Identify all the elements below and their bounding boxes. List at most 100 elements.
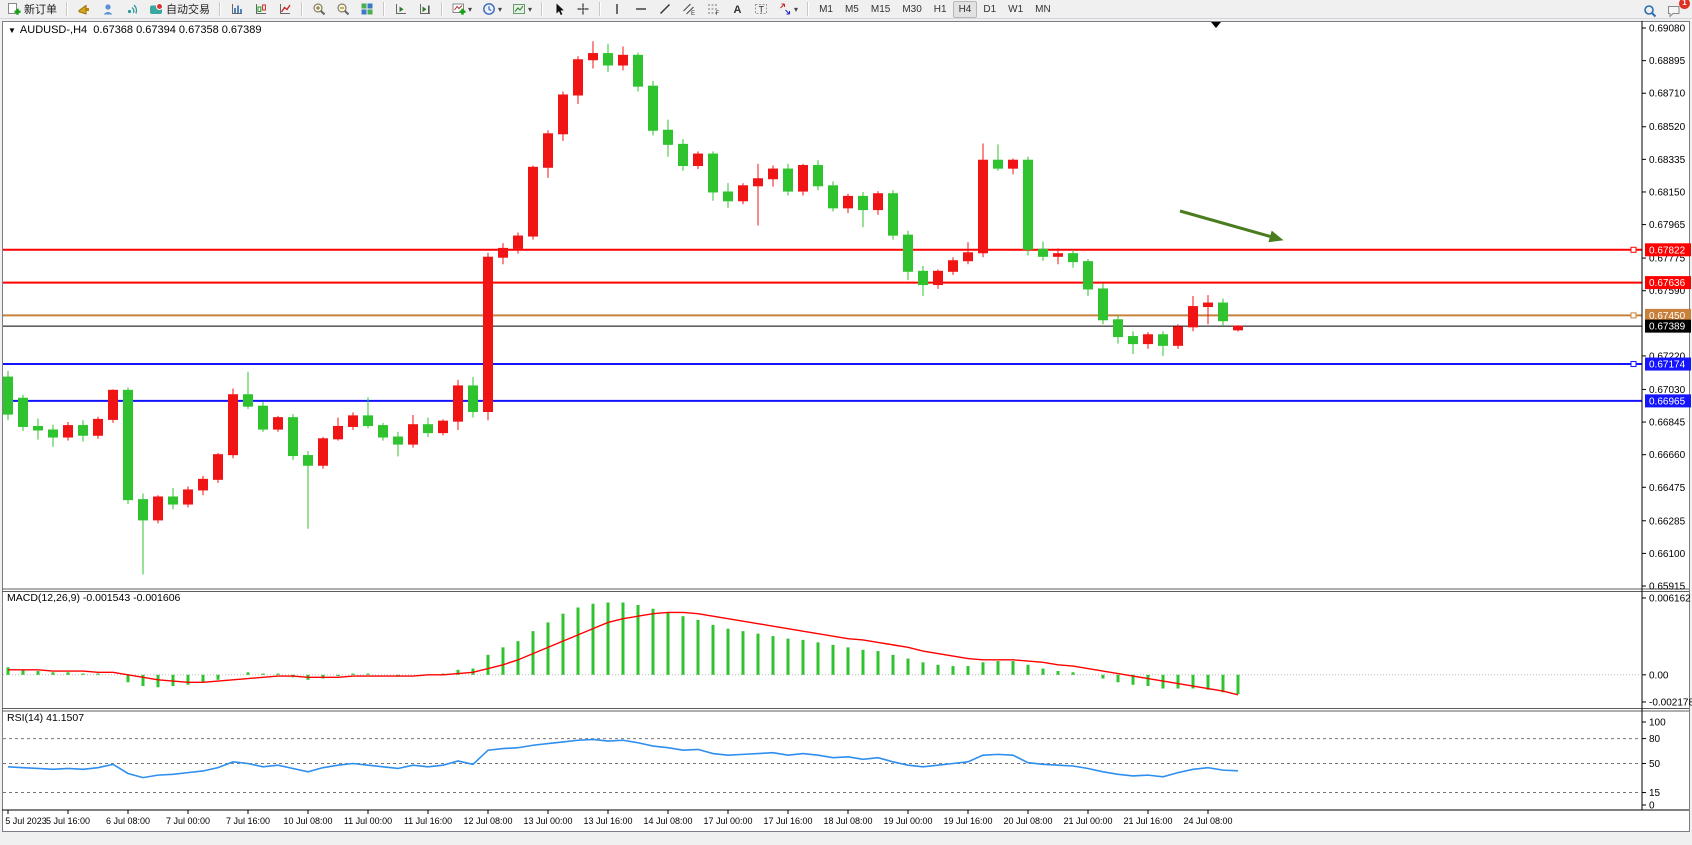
candle (933, 270, 943, 286)
timeframe-button-d1[interactable]: D1 (983, 3, 997, 15)
community-button[interactable] (97, 0, 119, 19)
zoom-out-button[interactable] (332, 0, 354, 19)
arrows-button[interactable]: ▾ (774, 0, 802, 19)
autotrading-button[interactable]: 自动交易 (145, 0, 214, 19)
time-tick-label: 17 Jul 00:00 (703, 816, 752, 826)
time-tick-label: 21 Jul 00:00 (1063, 816, 1112, 826)
candle (1038, 248, 1048, 257)
chart-header: ▼ AUDUSD-,H4 0.67368 0.67394 0.67358 0.67… (8, 24, 262, 36)
chevron-down-icon[interactable]: ▼ (8, 26, 16, 35)
timeframe-button-m30[interactable]: M30 (902, 3, 922, 15)
timeframe-button-m15[interactable]: M15 (870, 3, 891, 15)
price-tick-label: 0.66100 (1649, 549, 1686, 560)
time-tick-label: 19 Jul 00:00 (883, 816, 932, 826)
chat-button[interactable]: 1 (1663, 0, 1690, 20)
svg-text:A: A (734, 4, 742, 16)
cursor-button[interactable] (548, 0, 570, 19)
candle (1203, 302, 1213, 308)
search-button[interactable] (1639, 1, 1661, 20)
trendline-button[interactable] (654, 0, 676, 19)
autoscroll-icon (418, 2, 432, 16)
macd-scale-label: -0.002178 (1649, 697, 1692, 708)
vertical-line-button[interactable] (606, 0, 628, 19)
line-chart-button[interactable] (274, 0, 296, 19)
indicators-button[interactable]: ▾ (448, 0, 476, 19)
candle-chart-button[interactable] (250, 0, 272, 19)
timeframe-button-m1[interactable]: M1 (819, 3, 833, 15)
horizontal-line-button[interactable] (630, 0, 652, 19)
timeframe-button-h1[interactable]: H1 (933, 3, 947, 15)
candle (648, 85, 658, 131)
fibonacci-button[interactable]: F (702, 0, 724, 19)
candles-icon (254, 2, 268, 16)
price-axis: 0.69080 0.68895 0.68710 0.68520 0.68335 0.681… (1642, 24, 1686, 593)
chevron-down-icon[interactable]: ▾ (794, 4, 799, 14)
line-drag-handle[interactable] (1630, 312, 1637, 319)
bars-icon (230, 2, 244, 16)
zoom-in-button[interactable] (308, 0, 330, 19)
timeframe-button-h4[interactable]: H4 (952, 0, 978, 18)
zoom-out-icon (336, 2, 350, 16)
fibo-icon: F (706, 2, 720, 16)
chevron-down-icon[interactable]: ▾ (468, 4, 473, 14)
crosshair-button[interactable] (572, 0, 594, 19)
timeframe-button-m5[interactable]: M5 (844, 3, 859, 15)
cursor-icon (552, 2, 566, 16)
candle (558, 94, 568, 135)
candle (1158, 334, 1168, 346)
templates-button[interactable]: ▾ (508, 0, 536, 19)
timeframe-button-mn[interactable]: MN (1035, 3, 1051, 15)
crosshair-icon (576, 2, 590, 16)
text-label-button[interactable]: T (750, 0, 772, 19)
text-button[interactable]: A (726, 0, 748, 19)
price-line-label (1645, 243, 1691, 257)
candle (738, 185, 748, 202)
auto-scroll-button[interactable] (414, 0, 436, 19)
candle (768, 168, 778, 180)
chart-shift-button[interactable] (390, 0, 412, 19)
chevron-down-icon[interactable]: ▾ (528, 4, 533, 14)
time-tick-label: 12 Jul 08:00 (463, 816, 512, 826)
timeframe-button-w1[interactable]: W1 (1008, 3, 1024, 15)
avatar-icon (101, 2, 115, 16)
new-order-label: 新订单 (24, 4, 57, 16)
candle (873, 193, 883, 211)
macd-scale-label: 0.00 (1649, 670, 1669, 681)
price-line-label-text: 0.67636 (1649, 278, 1686, 289)
periods-button[interactable]: ▾ (478, 0, 506, 19)
macd-signal-line (8, 611, 1239, 696)
candle (348, 415, 358, 427)
price-line-label-text: 0.67389 (1649, 322, 1686, 333)
svg-text:T: T (759, 5, 765, 15)
tile-windows-button[interactable] (356, 0, 378, 19)
equidistant-channel-button[interactable]: E (678, 0, 700, 19)
chat-icon (1667, 4, 1681, 18)
candle (753, 178, 763, 187)
line-drag-handle[interactable] (1630, 361, 1637, 368)
candle (78, 425, 88, 436)
candle (378, 425, 388, 438)
chevron-down-icon[interactable]: ▾ (498, 4, 503, 14)
candle (258, 405, 268, 430)
candle (1143, 334, 1153, 345)
horn-button[interactable] (73, 0, 95, 19)
price-line-label-text: 0.66965 (1649, 396, 1686, 407)
candle (693, 153, 703, 167)
arrow-annotation[interactable] (1179, 209, 1284, 243)
line-drag-handle[interactable] (1630, 246, 1637, 253)
candle (663, 129, 673, 145)
candle (633, 54, 643, 87)
templates-icon (512, 2, 526, 16)
candle (918, 270, 928, 286)
signals-button[interactable] (121, 0, 143, 19)
candle (198, 478, 208, 491)
periods-icon (482, 2, 496, 16)
chart-shift-marker[interactable] (1211, 22, 1221, 28)
candle (273, 417, 283, 430)
time-tick-label: 13 Jul 16:00 (583, 816, 632, 826)
candle (723, 191, 733, 202)
new-order-button[interactable]: 新订单 (3, 0, 61, 19)
bar-chart-button[interactable] (226, 0, 248, 19)
price-tick-label: 0.68895 (1649, 56, 1686, 67)
